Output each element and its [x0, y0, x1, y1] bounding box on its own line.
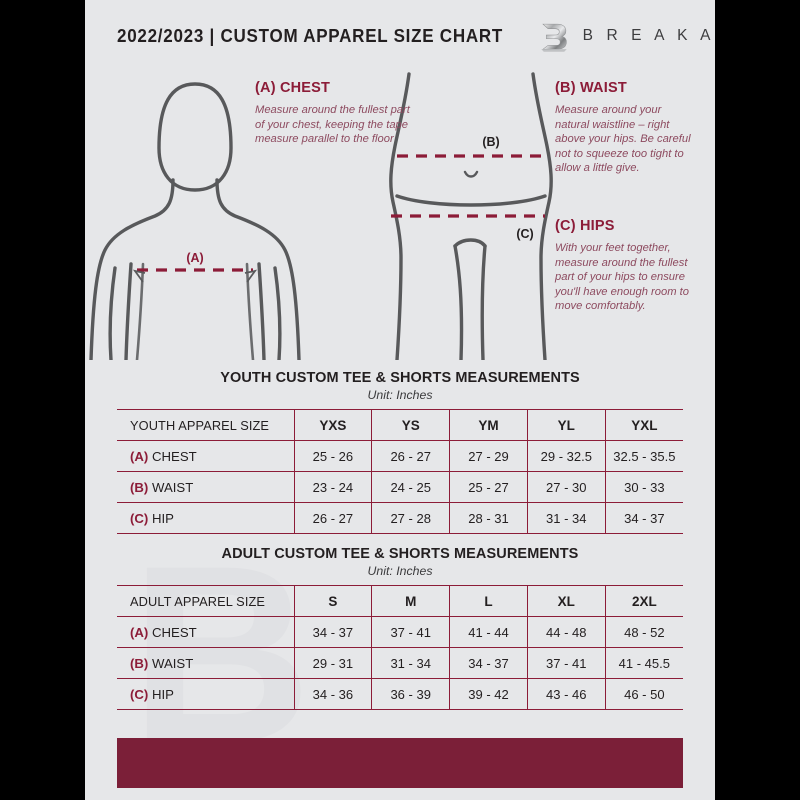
cell: 30 - 33: [604, 471, 683, 503]
cell: 31 - 34: [526, 502, 606, 534]
youth-size-table-block: YOUTH CUSTOM TEE & SHORTS MEASUREMENTS U…: [117, 370, 683, 534]
cell: 27 - 30: [526, 471, 606, 503]
adult-size-xl: XL: [526, 585, 606, 617]
cell: 27 - 29: [449, 440, 528, 472]
cell: 41 - 45.5: [604, 647, 683, 679]
callout-waist: (B) WAIST Measure around your natural wa…: [555, 80, 695, 176]
cell: 48 - 52: [604, 616, 683, 648]
hip-marker-label: (C): [516, 227, 533, 241]
footer-bar: [117, 738, 683, 788]
cell: 23 - 24: [293, 471, 372, 503]
row-label: WAIST: [151, 479, 194, 495]
adult-row-waist-label: (B) WAIST: [117, 647, 294, 679]
row-tag: (A): [130, 624, 149, 640]
youth-header-label: YOUTH APPAREL SIZE: [117, 409, 294, 441]
brand-lockup: B R E A K A W A Y: [537, 19, 715, 53]
table-row: (B) WAIST 29 - 31 31 - 34 34 - 37 37 - 4…: [117, 647, 683, 679]
adult-size-s: S: [293, 585, 372, 617]
youth-size-table: YOUTH APPAREL SIZE YXS YS YM YL YXL (A) …: [117, 409, 683, 534]
row-tag: (C): [130, 686, 149, 702]
callout-hips-body: With your feet together, measure around …: [555, 242, 689, 313]
size-chart-page: B 2022/2023 | CUSTOM APPAREL SIZE CHART: [85, 0, 715, 800]
cell: 27 - 28: [371, 502, 450, 534]
youth-size-yl: YL: [526, 409, 606, 441]
adult-size-2xl: 2XL: [604, 585, 683, 617]
youth-row-hip-label: (C) HIP: [117, 502, 294, 534]
table-header-row: ADULT APPAREL SIZE S M L XL 2XL: [117, 585, 683, 617]
cell: 31 - 34: [371, 647, 450, 679]
cell: 37 - 41: [371, 616, 450, 648]
cell: 34 - 37: [604, 502, 683, 534]
row-tag: (A): [130, 448, 149, 464]
row-label: HIP: [151, 686, 174, 702]
callout-waist-heading: (B) WAIST: [555, 80, 627, 96]
breakaway-b-logo-icon: [540, 23, 567, 52]
callout-chest-heading: (A) CHEST: [255, 80, 331, 96]
cell: 39 - 42: [449, 678, 528, 710]
cell: 25 - 26: [293, 440, 372, 472]
table-row: (A) CHEST 34 - 37 37 - 41 41 - 44 44 - 4…: [117, 616, 683, 648]
youth-table-title: YOUTH CUSTOM TEE & SHORTS MEASUREMENTS: [220, 370, 580, 386]
callout-chest: (A) CHEST Measure around the fullest par…: [255, 80, 410, 147]
youth-table-unit: Unit: Inches: [367, 388, 433, 402]
cell: 24 - 25: [371, 471, 450, 503]
youth-row-waist-label: (B) WAIST: [117, 471, 294, 503]
row-label: CHEST: [151, 624, 197, 640]
callout-chest-body: Measure around the fullest part of your …: [255, 104, 410, 146]
cell: 34 - 37: [293, 616, 372, 648]
youth-row-chest-label: (A) CHEST: [117, 440, 294, 472]
chest-marker-label: (A): [186, 251, 203, 265]
adult-size-m: M: [371, 585, 450, 617]
measurement-illustrations: (A) (B: [85, 68, 715, 360]
youth-size-yxs: YXS: [293, 409, 372, 441]
table-row: (C) HIP 34 - 36 36 - 39 39 - 42 43 - 46 …: [117, 678, 683, 710]
adult-table-title: ADULT CUSTOM TEE & SHORTS MEASUREMENTS: [221, 546, 579, 562]
cell: 34 - 36: [293, 678, 372, 710]
cell: 36 - 39: [371, 678, 450, 710]
table-header-row: YOUTH APPAREL SIZE YXS YS YM YL YXL: [117, 409, 683, 441]
row-label: HIP: [151, 510, 174, 526]
cell: 41 - 44: [449, 616, 528, 648]
table-row: (C) HIP 26 - 27 27 - 28 28 - 31 31 - 34 …: [117, 502, 683, 534]
cell: 29 - 31: [293, 647, 372, 679]
waist-marker-label: (B): [482, 135, 499, 149]
callout-waist-body: Measure around your natural waistline – …: [555, 104, 691, 175]
adult-size-table-block: ADULT CUSTOM TEE & SHORTS MEASUREMENTS U…: [117, 546, 683, 710]
adult-row-hip-label: (C) HIP: [117, 678, 294, 710]
adult-size-l: L: [449, 585, 528, 617]
table-row: (B) WAIST 23 - 24 24 - 25 25 - 27 27 - 3…: [117, 471, 683, 503]
cell: 43 - 46: [526, 678, 606, 710]
row-tag: (B): [130, 479, 149, 495]
adult-header-label: ADULT APPAREL SIZE: [117, 585, 294, 617]
cell: 26 - 27: [293, 502, 372, 534]
cell: 26 - 27: [371, 440, 450, 472]
cell: 29 - 32.5: [526, 440, 606, 472]
youth-size-yxl: YXL: [604, 409, 683, 441]
adult-row-chest-label: (A) CHEST: [117, 616, 294, 648]
cell: 44 - 48: [526, 616, 606, 648]
adult-size-table: ADULT APPAREL SIZE S M L XL 2XL (A) CHES…: [117, 585, 683, 710]
cell: 25 - 27: [449, 471, 528, 503]
callout-hips-heading: (C) HIPS: [555, 218, 615, 234]
cell: 34 - 37: [449, 647, 528, 679]
cell: 37 - 41: [526, 647, 606, 679]
callout-hips: (C) HIPS With your feet together, measur…: [555, 218, 697, 314]
youth-size-ys: YS: [371, 409, 450, 441]
adult-table-unit: Unit: Inches: [367, 564, 433, 578]
youth-size-ym: YM: [449, 409, 528, 441]
brand-name: B R E A K A W A Y: [582, 27, 715, 44]
cell: 32.5 - 35.5: [604, 440, 683, 472]
row-tag: (C): [130, 510, 149, 526]
cell: 28 - 31: [449, 502, 528, 534]
row-label: WAIST: [151, 655, 194, 671]
page-header: 2022/2023 | CUSTOM APPAREL SIZE CHART: [85, 0, 715, 72]
cell: 46 - 50: [604, 678, 683, 710]
table-row: (A) CHEST 25 - 26 26 - 27 27 - 29 29 - 3…: [117, 440, 683, 472]
row-tag: (B): [130, 655, 149, 671]
hips-front-figure: (B) (C): [389, 72, 553, 360]
page-title: 2022/2023 | CUSTOM APPAREL SIZE CHART: [117, 25, 504, 46]
torso-front-figure: (A): [89, 82, 301, 360]
row-label: CHEST: [151, 448, 197, 464]
